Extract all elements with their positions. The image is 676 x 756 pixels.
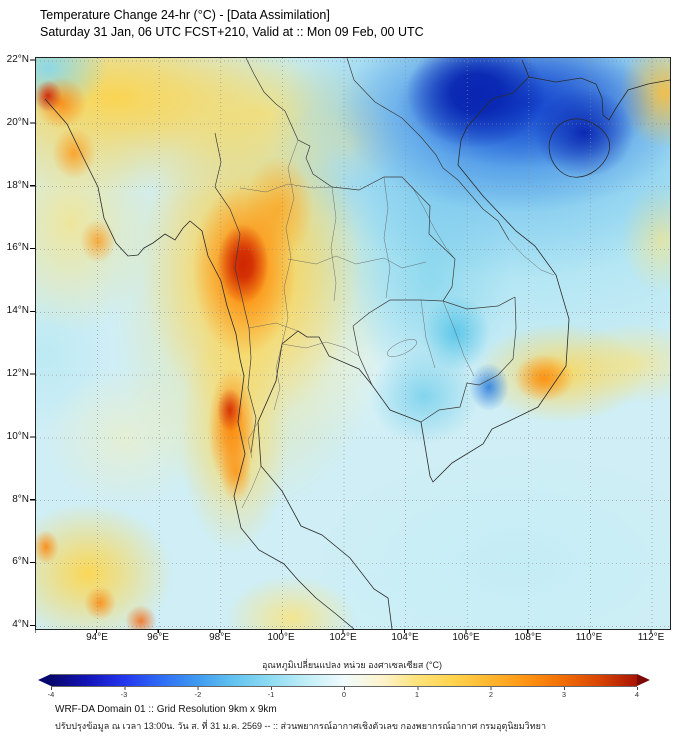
province-borders — [239, 139, 555, 509]
y-axis-tick-marks — [30, 57, 35, 628]
y-axis-label: 20°N — [6, 117, 29, 128]
y-axis-label: 10°N — [6, 431, 29, 442]
colorbar-left-arrow — [38, 674, 51, 686]
y-axis-label: 6°N — [12, 556, 29, 567]
y-axis-label: 16°N — [6, 242, 29, 253]
colorbar-gradient — [51, 674, 637, 687]
x-axis-label: 108°E — [514, 632, 542, 643]
y-axis-label: 8°N — [12, 494, 29, 505]
colorbar-tick-label: 4 — [634, 690, 640, 699]
page-title: Temperature Change 24-hr (°C) - [Data As… — [40, 8, 330, 22]
map-overlay-svg — [36, 58, 670, 629]
x-axis-label: 100°E — [267, 632, 295, 643]
y-axis-label: 12°N — [6, 368, 29, 379]
x-axis-label: 112°E — [637, 632, 665, 643]
colorbar-tick-label: -2 — [194, 690, 202, 699]
colorbar-tick-label: -3 — [120, 690, 128, 699]
footer-domain-info: WRF-DA Domain 01 :: Grid Resolution 9km … — [55, 704, 277, 715]
y-axis-label: 4°N — [12, 619, 29, 630]
hainan-island — [548, 118, 611, 178]
x-axis-label: 96°E — [147, 632, 169, 643]
x-axis-label: 106°E — [452, 632, 480, 643]
colorbar-right-arrow — [637, 674, 650, 686]
coastlines — [44, 59, 670, 629]
x-axis-label: 110°E — [575, 632, 603, 643]
footer-update-info: ปรับปรุงข้อมูล ณ เวลา 13:00น. วัน ส. ที่… — [55, 721, 546, 731]
y-axis-label: 14°N — [6, 305, 29, 316]
x-axis-label: 94°E — [86, 632, 108, 643]
colorbar-title: อุณหภูมิเปลี่ยนแปลง หน่วย องศาเซลเซียส (… — [262, 660, 442, 670]
map-plot-area — [35, 57, 671, 630]
colorbar-tick-label: 3 — [561, 690, 567, 699]
y-axis-label: 22°N — [6, 54, 29, 65]
graticule-gridlines — [36, 58, 670, 629]
x-axis-tick-marks — [35, 629, 669, 633]
x-axis-label: 98°E — [209, 632, 231, 643]
colorbar-tick-label: -1 — [267, 690, 275, 699]
y-axis-label: 18°N — [6, 180, 29, 191]
colorbar — [38, 674, 650, 687]
tonle-sap-lake — [387, 339, 417, 357]
colorbar-tick-label: 2 — [488, 690, 494, 699]
colorbar-tick-marks — [51, 687, 638, 690]
colorbar-tick-label: 1 — [414, 690, 420, 699]
page-subtitle: Saturday 31 Jan, 06 UTC FCST+210, Valid … — [40, 25, 424, 39]
colorbar-tick-label: 0 — [341, 690, 347, 699]
x-axis-label: 104°E — [391, 632, 419, 643]
x-axis-label: 102°E — [329, 632, 357, 643]
country-borders — [214, 58, 517, 454]
colorbar-tick-label: -4 — [47, 690, 55, 699]
